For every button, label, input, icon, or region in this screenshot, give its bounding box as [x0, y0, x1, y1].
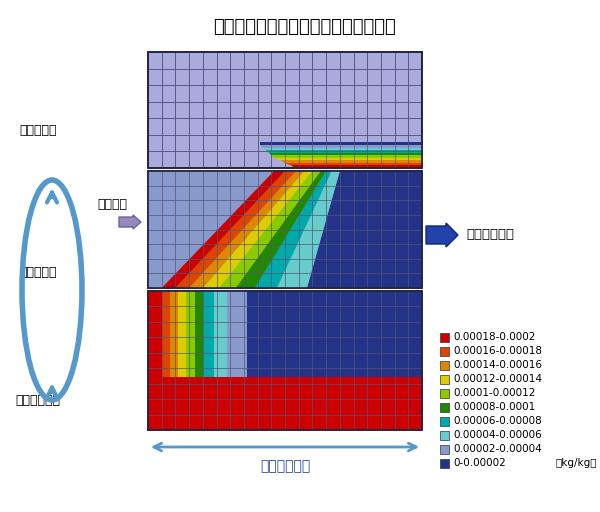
Bar: [440, 389, 449, 398]
Bar: [148, 52, 422, 168]
Polygon shape: [260, 145, 422, 147]
Bar: [440, 361, 449, 370]
Bar: [440, 403, 449, 412]
Polygon shape: [187, 291, 351, 430]
Text: 0.00012-0.00014: 0.00012-0.00014: [453, 374, 542, 385]
Text: パージセクタ: パージセクタ: [16, 394, 61, 407]
Text: 0.00002-0.00004: 0.00002-0.00004: [453, 444, 542, 455]
Polygon shape: [285, 163, 422, 165]
Text: 0.00016-0.00018: 0.00016-0.00018: [453, 347, 542, 356]
Polygon shape: [263, 147, 422, 150]
Polygon shape: [189, 171, 304, 288]
Text: 0.00008-0.0001: 0.00008-0.0001: [453, 402, 535, 413]
Polygon shape: [290, 165, 422, 168]
Polygon shape: [219, 171, 320, 288]
Polygon shape: [162, 291, 409, 430]
Polygon shape: [203, 171, 313, 288]
Polygon shape: [178, 291, 370, 430]
Bar: [148, 52, 422, 168]
Text: 処理セクタ: 処理セクタ: [19, 266, 57, 279]
Bar: [440, 333, 449, 342]
Bar: [148, 171, 422, 288]
Polygon shape: [214, 291, 290, 430]
Text: 0-0.00002: 0-0.00002: [453, 459, 506, 468]
Polygon shape: [280, 160, 422, 163]
Polygon shape: [170, 291, 389, 430]
Polygon shape: [271, 155, 422, 158]
Bar: [440, 417, 449, 426]
Polygon shape: [203, 291, 313, 430]
Polygon shape: [269, 153, 422, 155]
Text: 超低露点給気: 超低露点給気: [466, 228, 514, 242]
Bar: [440, 459, 449, 468]
Bar: [440, 347, 449, 356]
Text: 0.0001-0.00012: 0.0001-0.00012: [453, 389, 535, 398]
Polygon shape: [227, 291, 269, 430]
Text: 0.00014-0.00016: 0.00014-0.00016: [453, 360, 542, 371]
Text: 除湿ロータ内の湿度シミュレーション: 除湿ロータ内の湿度シミュレーション: [214, 18, 397, 36]
Text: 【kg/kg】: 【kg/kg】: [555, 459, 596, 468]
Text: 除湿ロータ幅: 除湿ロータ幅: [260, 459, 310, 473]
Bar: [440, 431, 449, 440]
Text: 処理入口: 処理入口: [97, 199, 127, 211]
Polygon shape: [260, 142, 422, 145]
Text: 0.00004-0.00006: 0.00004-0.00006: [453, 431, 542, 440]
Bar: [440, 445, 449, 454]
Polygon shape: [255, 171, 332, 288]
Bar: [148, 291, 422, 430]
Bar: [148, 171, 422, 288]
Text: 0.00006-0.00008: 0.00006-0.00008: [453, 416, 542, 426]
Polygon shape: [236, 171, 326, 288]
Bar: [440, 375, 449, 384]
FancyArrow shape: [119, 215, 141, 229]
Bar: [148, 291, 422, 430]
Polygon shape: [148, 291, 422, 430]
Polygon shape: [162, 171, 285, 288]
Polygon shape: [175, 171, 296, 288]
Polygon shape: [277, 171, 340, 288]
Polygon shape: [148, 171, 340, 288]
Bar: [148, 171, 422, 288]
Bar: [148, 291, 422, 430]
Polygon shape: [266, 150, 422, 153]
Polygon shape: [194, 291, 332, 430]
Text: 再生セクタ: 再生セクタ: [19, 123, 57, 137]
FancyArrow shape: [426, 223, 458, 247]
Text: 0.00018-0.0002: 0.00018-0.0002: [453, 332, 535, 343]
Polygon shape: [274, 158, 422, 160]
